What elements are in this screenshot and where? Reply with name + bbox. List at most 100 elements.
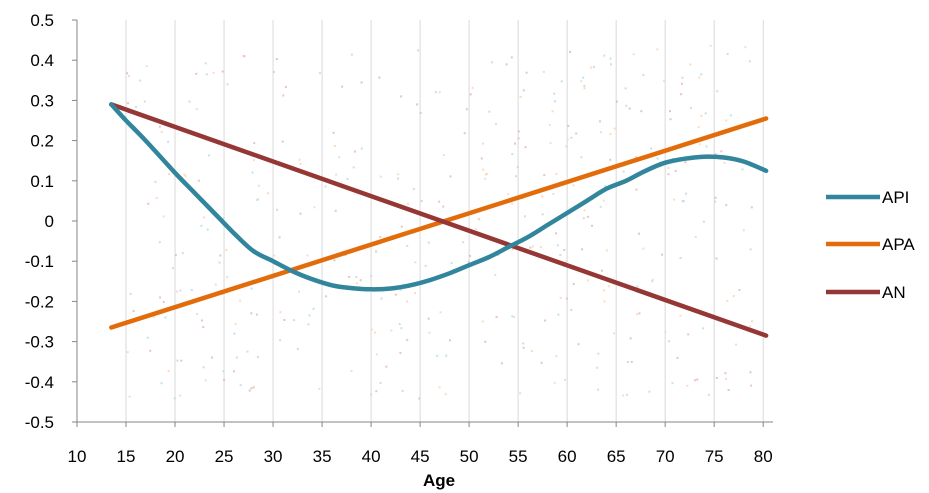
scatter-dot: [700, 73, 703, 76]
scatter-dot: [680, 93, 683, 96]
legend-label-api: API: [882, 188, 909, 207]
scatter-dot: [474, 227, 477, 230]
scatter-dot: [356, 282, 358, 285]
scatter-dot: [664, 330, 667, 333]
scatter-dot: [190, 289, 193, 291]
scatter-dot: [312, 307, 315, 310]
scatter-dot: [406, 244, 409, 247]
scatter-dot: [252, 386, 255, 389]
scatter-dot: [607, 285, 610, 288]
scatter-dot: [375, 250, 378, 253]
scatter-dot: [222, 217, 225, 220]
scatter-dot: [250, 287, 253, 290]
scatter-dot: [580, 80, 583, 83]
scatter-dot: [208, 154, 211, 157]
scatter-dot: [591, 224, 593, 227]
scatter-dot: [126, 351, 129, 354]
scatter-dot: [195, 72, 198, 75]
scatter-dot: [566, 138, 569, 141]
scatter-dot: [334, 209, 337, 212]
scatter-dot: [560, 80, 563, 83]
scatter-dot: [197, 179, 200, 182]
scatter-dot: [669, 118, 672, 121]
scatter-dot: [221, 70, 224, 73]
scatter-dot: [694, 235, 697, 238]
scatter-dot: [299, 212, 302, 215]
scatter-dot: [524, 215, 526, 218]
scatter-dot: [511, 202, 514, 205]
scatter-dot: [482, 142, 484, 145]
scatter-dot: [248, 389, 251, 392]
scatter-dot: [379, 236, 382, 238]
scatter-dot: [613, 127, 616, 130]
scatter-dot: [313, 206, 316, 209]
x-tick-label: 15: [117, 447, 136, 466]
scatter-dot: [635, 156, 638, 159]
scatter-dot: [505, 63, 508, 66]
scatter-dot: [549, 142, 552, 145]
scatter-dot: [582, 217, 585, 220]
legend: API APA AN: [826, 188, 915, 302]
scatter-dot: [251, 171, 254, 174]
scatter-dot: [604, 185, 607, 188]
scatter-dot: [632, 53, 635, 56]
scatter-dot: [126, 72, 128, 75]
scatter-dot: [127, 102, 129, 105]
scatter-dot: [679, 314, 682, 317]
scatter-dot: [256, 198, 259, 201]
scatter-dot: [246, 350, 249, 353]
scatter-dot: [572, 283, 575, 286]
scatter-dot: [239, 384, 242, 387]
scatter-dot: [681, 76, 684, 79]
scatter-dot: [725, 119, 728, 122]
scatter-dot: [681, 82, 683, 85]
scatter-dot: [748, 60, 751, 63]
scatter-dot: [179, 289, 182, 292]
series-line-api: [109, 102, 769, 292]
scatter-dot: [308, 314, 311, 317]
series-lines: [109, 102, 769, 338]
legend-label-an: AN: [882, 283, 906, 302]
scatter-dot: [332, 131, 335, 134]
scatter-dot: [689, 63, 692, 66]
grid: [125, 20, 764, 422]
x-tick-label: 25: [215, 447, 234, 466]
x-tick-label: 35: [313, 447, 332, 466]
scatter-dot: [379, 175, 382, 178]
scatter-dot: [749, 248, 752, 251]
scatter-dot: [370, 275, 373, 277]
scatter-dot: [494, 273, 497, 276]
scatter-dot: [171, 267, 174, 270]
scatter-dot: [559, 296, 562, 299]
scatter-dot: [293, 319, 296, 322]
scatter-dot: [211, 356, 213, 359]
scatter-dot: [176, 359, 179, 362]
scatter-dot: [390, 329, 393, 332]
scatter-dot: [179, 394, 182, 397]
scatter-dot: [696, 378, 699, 381]
scatter-dot: [599, 205, 602, 208]
scatter-dot: [397, 173, 400, 176]
scatter-dot: [648, 390, 651, 393]
scatter-dot: [333, 259, 336, 262]
scatter-dot: [511, 248, 514, 251]
scatter-dot: [278, 236, 281, 239]
scatter-dot: [370, 393, 373, 396]
scatter-dot: [233, 370, 235, 373]
scatter-dot: [702, 220, 705, 223]
scatter-dot: [352, 166, 355, 169]
scatter-dot: [183, 173, 186, 176]
y-tick-label: -0.5: [25, 413, 54, 432]
scatter-dot: [218, 261, 221, 264]
scatter-dot: [698, 143, 701, 146]
scatter-dot: [555, 232, 558, 235]
scatter-dot: [725, 204, 728, 207]
scatter-dot: [202, 326, 205, 329]
scatter-dot: [615, 100, 618, 103]
scatter-dot: [516, 166, 519, 168]
scatter-dot: [570, 136, 573, 139]
scatter-dot: [674, 170, 677, 172]
scatter-dot: [524, 146, 527, 149]
scatter-dot: [350, 369, 353, 372]
scatter-dot: [742, 229, 745, 232]
